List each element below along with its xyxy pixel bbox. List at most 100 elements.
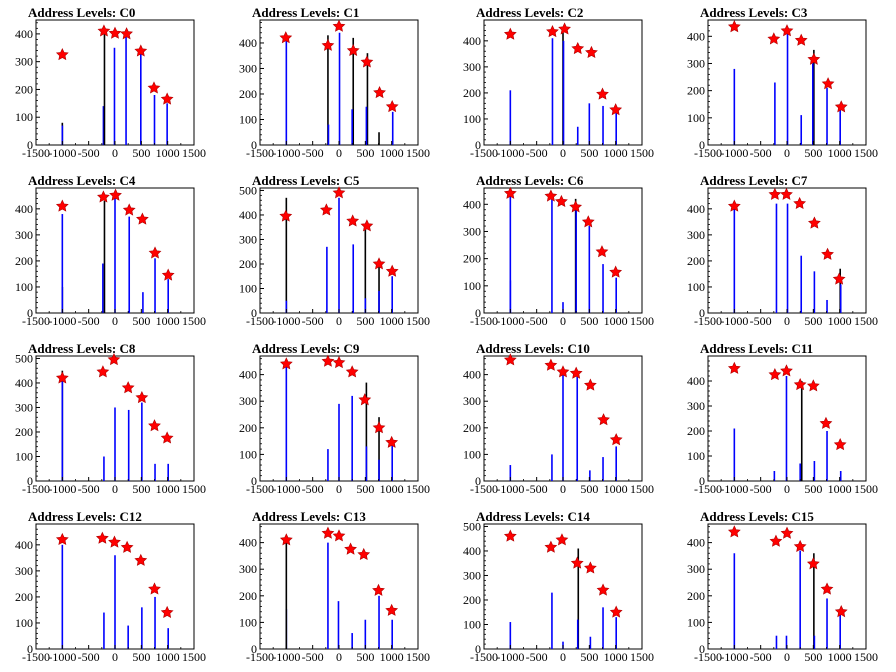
star-marker [319, 203, 333, 216]
x-tick-label: -500 [750, 482, 772, 496]
y-tick-label: 200 [15, 425, 33, 439]
x-tick-label: -1500 [694, 650, 722, 664]
y-tick-label: 300 [463, 60, 481, 74]
x-tick-label: 1500 [630, 650, 654, 664]
y-tick-label: 100 [687, 449, 705, 463]
x-tick-label: 500 [132, 650, 150, 664]
y-tick-label: 400 [15, 27, 33, 41]
star-marker [597, 413, 610, 426]
y-tick-label: 100 [687, 615, 705, 629]
x-tick-label: -1500 [246, 650, 274, 664]
x-tick-label: 0 [560, 482, 566, 496]
x-tick-label: 0 [560, 650, 566, 664]
star-marker [135, 390, 149, 404]
chart-svg: 0 100 200 300 400 -1500-1000 -500 0 500 1000 1500 [687, 523, 878, 664]
x-tick-label: -1500 [470, 650, 498, 664]
chart-svg: 0 100 200 300 400 -1500-1000 -500 0 500 1000 1500 [687, 187, 878, 328]
y-tick-label: 200 [463, 421, 481, 435]
x-tick-label: -1500 [470, 146, 498, 160]
chart-title: Address Levels: C10 [476, 341, 590, 356]
x-tick-label: -1000 [48, 146, 76, 160]
x-tick-label: 0 [336, 314, 342, 328]
star-marker [727, 199, 741, 212]
x-tick-label: 1500 [406, 146, 430, 160]
y-tick-label: 100 [239, 112, 257, 126]
x-tick-label: 500 [804, 146, 822, 160]
star-marker [360, 55, 374, 68]
x-tick-label: 500 [356, 146, 374, 160]
y-tick-label: 200 [687, 254, 705, 268]
chart-panel-c13: 0 100 200 300 400 -1500 -1000 -500 0 500 1000 1500 A… [224, 504, 448, 672]
chart-title: Address Levels: C4 [28, 173, 136, 188]
star-marker [503, 353, 517, 366]
star-marker [134, 553, 148, 566]
star-marker [372, 421, 386, 434]
star-marker [358, 393, 372, 406]
y-tick-label: 100 [239, 615, 257, 629]
star-marker [820, 582, 834, 595]
x-tick-label: 0 [336, 650, 342, 664]
x-tick-label: 1500 [630, 146, 654, 160]
x-tick-label: -500 [750, 650, 772, 664]
y-tick-label: 0 [27, 306, 33, 320]
x-tick-label: 1500 [182, 482, 206, 496]
star-marker [503, 27, 517, 40]
y-tick-label: 0 [475, 306, 481, 320]
x-tick-label: 1000 [156, 650, 180, 664]
y-tick-label: 400 [463, 34, 481, 48]
y-tick-label: 0 [27, 138, 33, 152]
star-marker [769, 534, 783, 547]
star-marker [571, 41, 585, 55]
star-marker [794, 33, 808, 46]
star-marker [768, 368, 782, 381]
x-tick-label: 1500 [630, 314, 654, 328]
star-marker [97, 24, 111, 37]
x-tick-label: 1000 [156, 482, 180, 496]
y-tick-label: 0 [699, 642, 705, 656]
x-tick-label: 0 [784, 482, 790, 496]
star-marker [806, 379, 820, 392]
chart-title: Address Levels: C9 [252, 341, 360, 356]
star-marker [161, 268, 175, 281]
y-tick-label: 400 [15, 202, 33, 216]
chart-panel-c9: 0 100 200 300 400 -1500 -1000 -500 0 500 1000 1500 A… [224, 336, 448, 504]
chart-title: Address Levels: C12 [28, 509, 142, 524]
x-tick-label: 1500 [182, 650, 206, 664]
chart-svg: 0 100 200 300 400 -1500-1000 -500 0 500 1000 1500 [15, 523, 206, 664]
chart-panel-c14: 0 100 200 300 400 500 -1500 -1000 -500 0 500 1000 15… [448, 504, 672, 672]
y-tick-label: 300 [239, 394, 257, 408]
y-tick-label: 300 [687, 399, 705, 413]
y-tick-label: 400 [687, 29, 705, 43]
x-tick-label: -1000 [496, 314, 524, 328]
star-marker [321, 38, 335, 51]
star-marker [332, 529, 346, 542]
chart-svg: 0 100 200 300 400 -1500-1000 -500 0 500 1000 1500 [463, 19, 654, 160]
chart-svg: 0 100 200 300 400 500 -1500-1000 -500 0 500 1000 15… [15, 351, 206, 496]
chart-svg: 0 100 200 300 400 -1500-1000 -500 0 500 1000 1500 [463, 353, 654, 496]
x-tick-label: -500 [526, 650, 548, 664]
star-marker [833, 438, 847, 451]
x-tick-label: -500 [302, 650, 324, 664]
x-tick-label: 500 [580, 650, 598, 664]
y-tick-label: 200 [687, 589, 705, 603]
y-tick-label: 200 [15, 254, 33, 268]
x-tick-label: -500 [302, 146, 324, 160]
star-marker [385, 264, 399, 277]
x-tick-label: -1000 [720, 650, 748, 664]
x-tick-label: -1500 [246, 314, 274, 328]
y-tick-label: 0 [27, 474, 33, 488]
x-tick-label: 1500 [854, 314, 878, 328]
x-tick-label: 0 [784, 146, 790, 160]
y-tick-label: 400 [239, 368, 257, 382]
star-marker [109, 188, 122, 201]
star-marker [819, 416, 833, 429]
x-tick-label: -1000 [272, 482, 300, 496]
x-tick-label: 1500 [406, 650, 430, 664]
x-tick-label: -500 [302, 314, 324, 328]
chart-panel-c10: 0 100 200 300 400 -1500 -1000 -500 0 500 1000 1500 A… [448, 336, 672, 504]
star-marker [108, 26, 122, 39]
star-marker [357, 547, 371, 561]
chart-svg: 0 100 200 300 400 -1500-1000 -500 0 500 1000 1500 [239, 19, 430, 160]
star-marker [121, 381, 135, 394]
x-tick-label: -500 [302, 482, 324, 496]
